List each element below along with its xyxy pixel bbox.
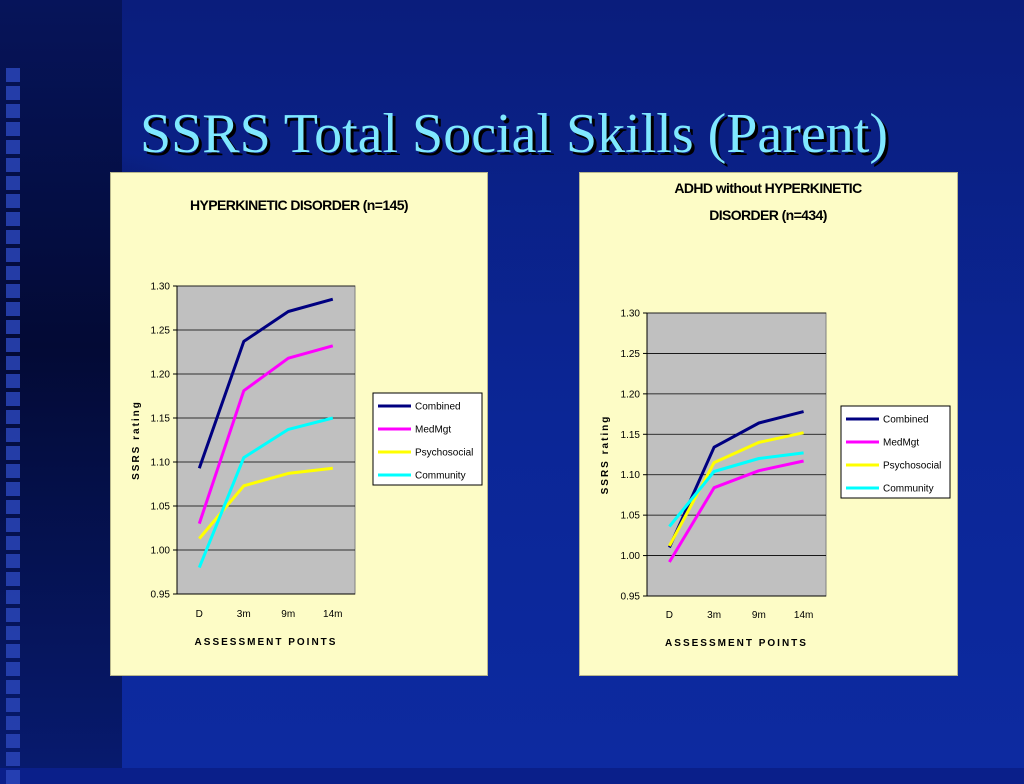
side-square <box>6 680 20 694</box>
x-axis-label: ASSESSMENT POINTS <box>665 638 808 649</box>
y-tick-label: 0.95 <box>151 590 171 601</box>
side-square <box>6 446 20 460</box>
x-axis-label: ASSESSMENT POINTS <box>195 637 338 648</box>
legend-box <box>840 405 951 499</box>
side-square <box>6 230 20 244</box>
y-tick-label: 1.30 <box>621 309 641 320</box>
side-square <box>6 68 20 82</box>
side-square <box>6 716 20 730</box>
chart-panel-adhd-without-hyperkinetic: ADHD without HYPERKINETIC DISORDER (n=434… <box>579 172 958 676</box>
side-square <box>6 194 20 208</box>
side-square <box>6 590 20 604</box>
legend-box <box>372 392 483 486</box>
x-tick-label: D <box>196 609 203 620</box>
chart-title: ADHD without HYPERKINETIC <box>674 180 862 196</box>
side-square <box>6 464 20 478</box>
side-square <box>6 662 20 676</box>
side-square <box>6 212 20 226</box>
side-square <box>6 374 20 388</box>
side-square <box>6 698 20 712</box>
chart-panel-hyperkinetic: HYPERKINETIC DISORDER (n=145) 1.30 1.25 1.2… <box>110 172 488 676</box>
side-square <box>6 482 20 496</box>
chart-title: DISORDER (n=434) <box>709 207 827 223</box>
y-tick-label: 1.25 <box>621 349 641 360</box>
y-tick-label: 1.20 <box>621 389 641 400</box>
side-square <box>6 140 20 154</box>
side-square <box>6 248 20 262</box>
side-square <box>6 104 20 118</box>
side-square <box>6 734 20 748</box>
x-tick-label: 3m <box>237 609 251 620</box>
y-tick-label: 1.00 <box>621 551 641 562</box>
series-line-combined <box>197 297 334 469</box>
y-tick-label: 1.25 <box>151 326 171 337</box>
side-square <box>6 356 20 370</box>
y-tick-label: 1.10 <box>151 458 171 469</box>
side-square <box>6 122 20 136</box>
series-line-community <box>197 416 334 569</box>
side-square <box>6 284 20 298</box>
x-tick-label: 9m <box>281 609 295 620</box>
side-square <box>6 554 20 568</box>
y-axis-label: SSRS rating <box>131 400 142 480</box>
legend-entry: Community <box>883 484 934 495</box>
side-square <box>6 626 20 640</box>
x-tick-label: 14m <box>323 609 342 620</box>
side-square <box>6 86 20 100</box>
legend-entry: Community <box>415 471 466 482</box>
series-line-medmgt <box>197 344 334 525</box>
legend-entry: MedMgt <box>883 438 919 449</box>
x-tick-label: 14m <box>794 610 813 621</box>
x-tick-label: D <box>666 610 673 621</box>
side-square <box>6 266 20 280</box>
chart-hyperkinetic: HYPERKINETIC DISORDER (n=145) 1.30 1.25 1.2… <box>131 197 483 648</box>
side-square <box>6 410 20 424</box>
y-tick-label: 1.20 <box>151 370 171 381</box>
side-square <box>6 644 20 658</box>
chart-title: HYPERKINETIC DISORDER (n=145) <box>190 197 408 213</box>
y-tick-label: 1.05 <box>151 502 171 513</box>
y-axis-label: SSRS rating <box>600 415 611 495</box>
y-tick-label: 1.05 <box>621 511 641 522</box>
x-tick-label: 3m <box>707 610 721 621</box>
legend-entry: Combined <box>883 415 929 426</box>
y-tick-label: 1.15 <box>621 430 641 441</box>
side-square <box>6 518 20 532</box>
legend-entry: Psychosocial <box>415 448 473 459</box>
side-square <box>6 392 20 406</box>
side-square <box>6 608 20 622</box>
series-line-community <box>668 451 804 528</box>
legend-entry: MedMgt <box>415 425 451 436</box>
side-square <box>6 338 20 352</box>
slide-title: SSRS Total Social Skills (Parent) <box>140 103 888 165</box>
chart-adhd-without-hyperkinetic: ADHD without HYPERKINETIC DISORDER (n=434… <box>600 180 951 649</box>
y-tick-label: 1.15 <box>151 414 171 425</box>
side-square <box>6 158 20 172</box>
legend-entry: Combined <box>415 402 461 413</box>
side-square <box>6 572 20 586</box>
series-line-psychosocial <box>668 431 804 547</box>
side-square <box>6 320 20 334</box>
side-square <box>6 752 20 766</box>
y-tick-label: 0.95 <box>621 592 641 603</box>
y-tick-label: 1.10 <box>621 470 641 481</box>
x-tick-label: 9m <box>752 610 766 621</box>
side-square <box>6 770 20 784</box>
side-decoration-strip <box>0 0 122 784</box>
side-square <box>6 176 20 190</box>
side-square <box>6 428 20 442</box>
side-square <box>6 500 20 514</box>
series-line-medmgt <box>668 459 804 563</box>
side-square <box>6 302 20 316</box>
y-tick-label: 1.30 <box>151 282 171 293</box>
plot-area <box>176 285 356 595</box>
y-tick-label: 1.00 <box>151 546 171 557</box>
side-square <box>6 536 20 550</box>
legend-entry: Psychosocial <box>883 461 941 472</box>
